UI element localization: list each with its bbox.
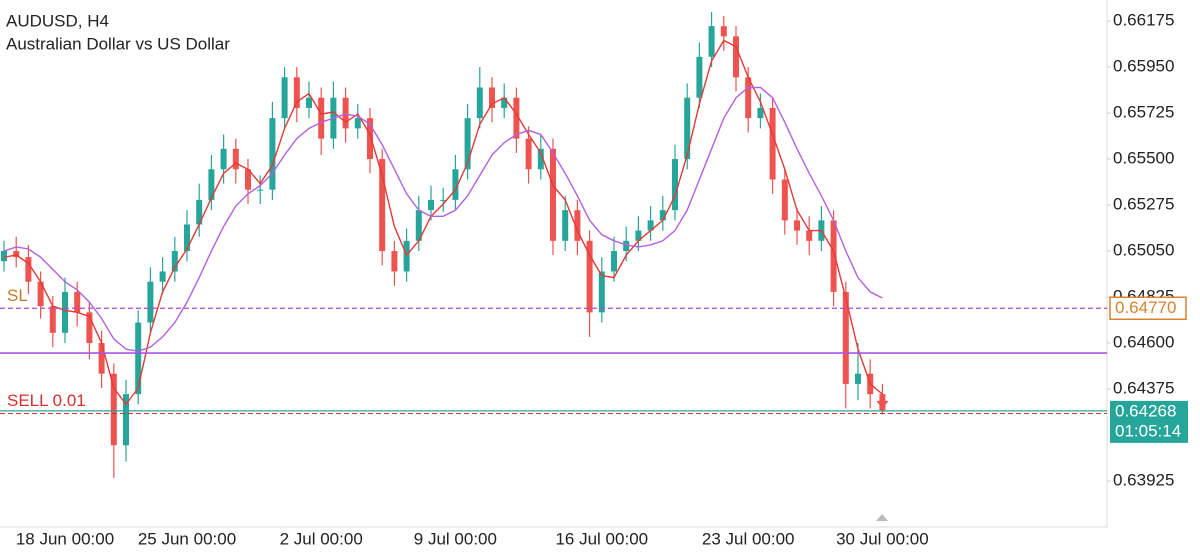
candle-body <box>281 77 288 119</box>
candle-body <box>489 87 495 108</box>
candle-body <box>574 210 581 241</box>
plot-area <box>1 11 889 478</box>
chart-title: AUDUSD, H4 <box>6 11 109 30</box>
candle-body <box>769 107 776 180</box>
candle-body <box>391 251 398 272</box>
candle-body <box>257 189 264 191</box>
moving-average <box>3 86 883 352</box>
y-tick-label: 0.64600 <box>1113 333 1174 352</box>
x-tick-label: 30 Jul 00:00 <box>836 529 929 548</box>
y-tick-label: 0.65500 <box>1113 149 1174 168</box>
candle-body <box>647 220 654 231</box>
candle-body <box>269 118 276 190</box>
moving-average <box>3 39 883 406</box>
x-tick-label: 23 Jul 00:00 <box>702 529 795 548</box>
price-timer: 01:05:14 <box>1115 421 1181 440</box>
candle-body <box>708 26 715 57</box>
candle-body <box>367 118 373 160</box>
candle-body <box>562 210 569 241</box>
x-tick-label: 2 Jul 00:00 <box>280 529 363 548</box>
candle-body <box>720 26 727 37</box>
candle-body <box>830 220 837 292</box>
candle-body <box>245 169 251 190</box>
candle-body <box>147 281 154 323</box>
candle-body <box>733 36 739 78</box>
candle-body <box>110 373 117 446</box>
candle-body <box>659 210 666 221</box>
stop-loss-box <box>1109 296 1187 321</box>
candle-body <box>306 97 312 108</box>
y-tick-label: 0.65725 <box>1113 103 1174 122</box>
x-tick-label: 18 Jun 00:00 <box>16 529 114 548</box>
candle-body <box>184 224 190 252</box>
candle-body <box>49 306 56 333</box>
candle-body <box>25 257 32 282</box>
candle-body <box>781 179 788 221</box>
candle-body <box>757 107 764 119</box>
candle-body <box>611 251 617 272</box>
candle-body <box>525 138 532 170</box>
candle-body <box>159 271 166 282</box>
candle-body <box>415 210 422 241</box>
candle-body <box>476 87 483 119</box>
y-tick-label: 0.66175 <box>1113 11 1174 30</box>
candle-body <box>696 56 703 98</box>
candle-body <box>623 240 630 252</box>
y-tick-label: 0.65950 <box>1113 57 1174 76</box>
stop-loss-label: SL <box>7 286 28 305</box>
price-box <box>1110 400 1188 443</box>
candle-body <box>354 118 361 129</box>
candle-body <box>598 271 605 313</box>
order-label: SELL 0.01 <box>7 391 86 410</box>
y-tick-label: 0.65275 <box>1113 195 1174 214</box>
candle-body <box>452 169 459 200</box>
candle-body <box>464 118 471 170</box>
candle-body <box>550 148 556 241</box>
candle-body <box>842 291 849 384</box>
candle-body <box>208 169 215 200</box>
candle-body <box>13 251 20 258</box>
candle-body <box>794 220 800 231</box>
candle-body <box>684 97 691 160</box>
candle-body <box>171 251 178 272</box>
candle-body <box>98 343 105 374</box>
candle-body <box>855 373 861 384</box>
candle-body <box>342 97 349 129</box>
chart-subtitle: Australian Dollar vs US Dollar <box>6 34 230 53</box>
candle-body <box>745 77 752 119</box>
candle-body <box>86 312 93 344</box>
candle-body <box>428 199 434 211</box>
candle-body <box>379 159 386 252</box>
candle-body <box>513 97 520 139</box>
price-value: 0.64268 <box>1115 401 1176 420</box>
candle-body <box>318 97 325 139</box>
candle-body <box>501 97 508 108</box>
candle-body <box>220 148 227 170</box>
x-tick-label: 9 Jul 00:00 <box>414 529 497 548</box>
y-tick-label: 0.63925 <box>1113 470 1174 489</box>
candle-body <box>232 148 239 170</box>
period-marker <box>876 514 888 521</box>
candle-body <box>123 394 129 446</box>
stop-loss-value: 0.64770 <box>1115 298 1176 317</box>
candle-body <box>62 291 68 333</box>
candle-body <box>672 159 678 211</box>
x-tick-label: 25 Jun 00:00 <box>138 529 236 548</box>
candle-body <box>537 148 544 170</box>
candle-body <box>74 291 81 313</box>
sell-arrow <box>876 400 889 409</box>
candle-body <box>806 230 813 241</box>
candle-body <box>586 240 593 313</box>
candle-body <box>135 322 142 395</box>
candle-body <box>635 230 642 241</box>
y-tick-label: 0.64375 <box>1113 378 1174 397</box>
x-tick-label: 16 Jul 00:00 <box>555 529 648 548</box>
candle-body <box>1 251 7 262</box>
candle-body <box>440 199 447 201</box>
candle-body <box>293 77 300 108</box>
candle-body <box>37 281 44 307</box>
y-tick-label: 0.65050 <box>1113 241 1174 260</box>
candle-body <box>196 199 203 225</box>
